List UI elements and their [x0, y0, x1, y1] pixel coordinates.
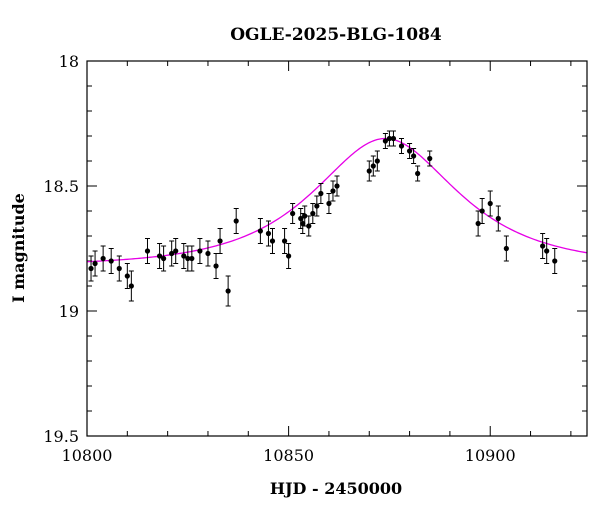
x-tick-label: 10800 — [62, 446, 113, 465]
data-point — [306, 223, 312, 229]
data-point — [318, 190, 324, 197]
data-point — [197, 248, 203, 254]
data-point — [544, 248, 550, 254]
x-axis-label: HJD - 2450000 — [270, 479, 402, 498]
data-point — [540, 243, 546, 249]
data-point — [475, 220, 481, 227]
data-points-layer — [88, 130, 558, 307]
y-tick-label: 19.5 — [43, 427, 79, 446]
axes: 10800 10850 10900 18 18.5 19 19.5 — [43, 52, 587, 465]
data-point — [390, 135, 397, 142]
data-point — [100, 255, 106, 262]
data-point — [265, 230, 272, 237]
data-point — [181, 253, 187, 259]
plot-frame — [86, 60, 588, 437]
data-point — [233, 218, 239, 224]
data-point — [479, 208, 485, 214]
data-point — [415, 170, 421, 177]
data-point — [503, 245, 509, 252]
data-point — [386, 135, 393, 142]
data-point — [314, 203, 320, 209]
data-point — [161, 255, 167, 262]
data-point — [310, 210, 316, 217]
chart-title: OGLE-2025-BLG-1084 — [230, 25, 442, 45]
data-point — [124, 273, 130, 279]
data-point — [298, 215, 304, 222]
data-point — [88, 265, 94, 272]
data-point — [370, 163, 376, 169]
data-point — [116, 265, 122, 272]
data-point — [286, 253, 292, 259]
data-point — [217, 238, 223, 244]
y-tick-label: 18 — [59, 52, 79, 71]
data-point — [398, 143, 405, 149]
data-point — [326, 200, 332, 207]
x-tick-label: 10900 — [465, 446, 516, 465]
data-point — [156, 253, 163, 259]
data-point — [300, 220, 306, 227]
data-point — [374, 158, 380, 164]
data-point — [213, 263, 219, 269]
data-point — [330, 188, 336, 194]
data-point — [334, 183, 340, 189]
data-point — [169, 250, 175, 257]
data-point — [290, 210, 296, 217]
data-point — [411, 153, 417, 159]
x-tick-label: 10850 — [263, 446, 314, 465]
data-point — [382, 138, 388, 144]
data-point — [225, 288, 231, 294]
data-point — [495, 215, 501, 222]
data-point — [257, 228, 263, 234]
data-point — [189, 255, 195, 262]
data-point — [92, 260, 98, 267]
data-point — [144, 248, 151, 254]
data-point — [269, 238, 276, 244]
data-point — [108, 258, 114, 264]
y-axis-label: I magnitude — [9, 193, 28, 303]
y-tick-label: 19 — [59, 302, 79, 321]
data-point — [173, 248, 179, 254]
data-point — [185, 255, 191, 262]
data-point — [406, 148, 413, 154]
data-point — [552, 258, 558, 264]
data-point — [427, 155, 433, 162]
data-point — [128, 283, 134, 289]
data-point — [281, 238, 288, 244]
data-point — [302, 213, 308, 219]
data-point — [205, 250, 211, 257]
data-point — [366, 168, 372, 174]
data-point — [487, 200, 493, 207]
y-tick-label: 18.5 — [43, 177, 79, 196]
